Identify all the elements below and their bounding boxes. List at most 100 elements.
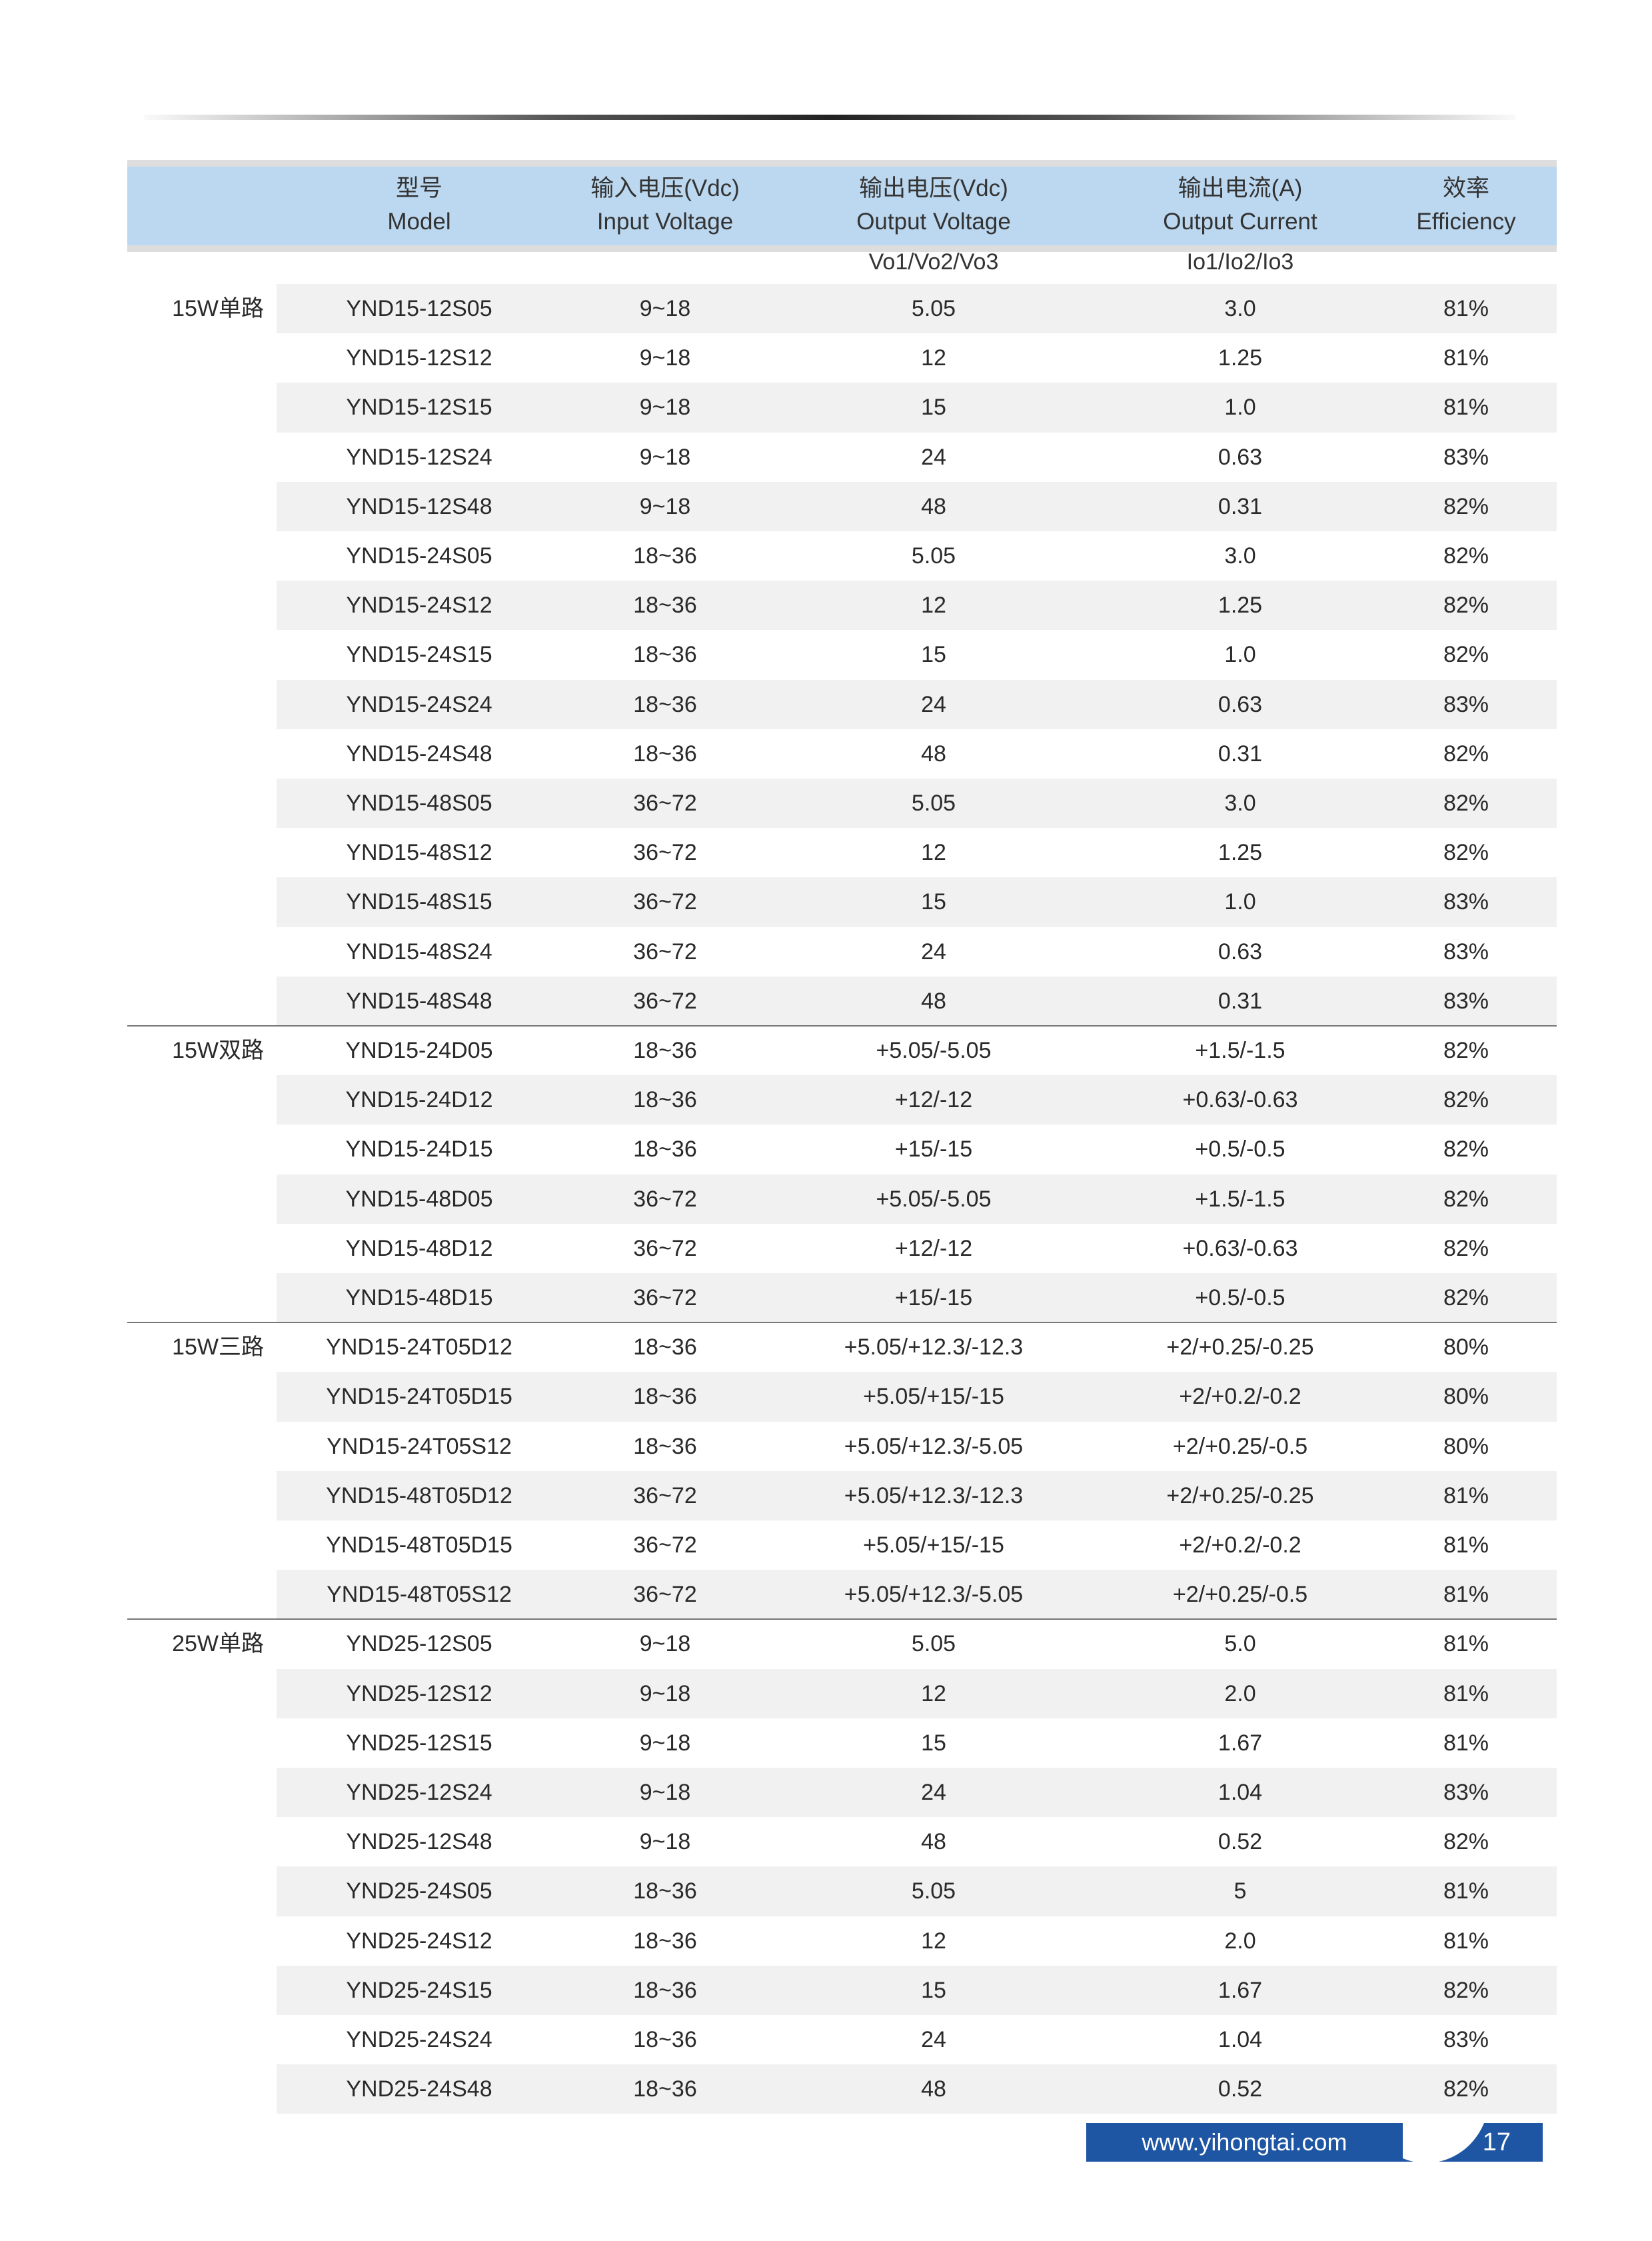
table-row: YND15-24S24 18~36 24 0.63 83% bbox=[127, 679, 1557, 729]
cell-input-voltage: 9~18 bbox=[639, 1680, 691, 1706]
table-row: 15W三路 YND15-24T05D12 18~36 +5.05/+12.3/-12.… bbox=[127, 1322, 1557, 1372]
top-rule bbox=[143, 115, 1516, 120]
cell-efficiency: 81% bbox=[1443, 1928, 1489, 1954]
header-eff-zh: 效率 bbox=[1442, 175, 1489, 201]
cell-input-voltage: 18~36 bbox=[633, 593, 697, 619]
cell-efficiency: 81% bbox=[1443, 1680, 1489, 1706]
cell-model: YND15-12S24 bbox=[346, 444, 492, 470]
cell-output-current: 5 bbox=[1234, 1878, 1247, 1904]
cell-model: YND15-48S15 bbox=[346, 889, 492, 915]
cell-input-voltage: 9~18 bbox=[639, 493, 691, 519]
cell-input-voltage: 9~18 bbox=[639, 1730, 691, 1756]
cell-efficiency: 81% bbox=[1443, 1631, 1489, 1657]
row-background bbox=[277, 1570, 1557, 1620]
header-efficiency: 效率 Efficiency bbox=[1416, 172, 1515, 239]
cell-model: YND15-24T05S12 bbox=[327, 1433, 512, 1459]
cell-efficiency: 82% bbox=[1443, 2076, 1489, 2102]
table-row: YND25-24S24 18~36 24 1.04 83% bbox=[127, 2015, 1557, 2064]
header-output-current: 输出电流(A) Output Current bbox=[1163, 172, 1317, 239]
table-row: YND15-24S12 18~36 12 1.25 82% bbox=[127, 581, 1557, 631]
cell-input-voltage: 18~36 bbox=[633, 2027, 697, 2052]
cell-efficiency: 81% bbox=[1443, 1878, 1489, 1904]
cell-output-current: 0.63 bbox=[1218, 444, 1263, 470]
cell-output-current: +2/+0.25/-0.25 bbox=[1166, 1334, 1314, 1360]
table-header: 型号 Model 输入电压(Vdc) Input Voltage 输出电压(Vdc)… bbox=[127, 160, 1557, 252]
cell-output-current: 0.63 bbox=[1218, 939, 1263, 965]
cell-output-current: 1.25 bbox=[1218, 840, 1263, 866]
cell-output-voltage: +15/-15 bbox=[894, 1136, 973, 1162]
table-row: YND15-24S05 18~36 5.05 3.0 82% bbox=[127, 531, 1557, 581]
cell-output-current: 1.25 bbox=[1218, 593, 1263, 619]
cell-efficiency: 82% bbox=[1443, 1087, 1489, 1113]
cell-model: YND25-24S24 bbox=[346, 2027, 492, 2052]
cell-input-voltage: 9~18 bbox=[639, 444, 691, 470]
cell-output-voltage: 15 bbox=[921, 395, 946, 421]
cell-output-current: +1.5/-1.5 bbox=[1195, 1186, 1285, 1212]
cell-output-voltage: +5.05/+12.3/-12.3 bbox=[844, 1482, 1024, 1508]
table-row: YND15-24D12 18~36 +12/-12 +0.63/-0.63 82% bbox=[127, 1075, 1557, 1125]
cell-efficiency: 81% bbox=[1443, 1582, 1489, 1608]
cell-input-voltage: 18~36 bbox=[633, 741, 697, 767]
table-row: YND25-12S12 9~18 12 2.0 81% bbox=[127, 1668, 1557, 1718]
cell-output-current: 1.25 bbox=[1218, 345, 1263, 371]
cell-output-voltage: 5.05 bbox=[911, 791, 956, 816]
table-row: YND25-12S15 9~18 15 1.67 81% bbox=[127, 1718, 1557, 1768]
cell-output-current: 1.04 bbox=[1218, 2027, 1263, 2052]
cell-input-voltage: 9~18 bbox=[639, 1631, 691, 1657]
website-link[interactable]: www.yihongtai.com bbox=[1086, 2123, 1403, 2162]
header-model: 型号 Model bbox=[387, 172, 450, 239]
table-row: YND15-12S15 9~18 15 1.0 81% bbox=[127, 383, 1557, 433]
cell-output-voltage: +5.05/+15/-15 bbox=[863, 1384, 1004, 1410]
cell-input-voltage: 18~36 bbox=[633, 2076, 697, 2102]
cell-output-current: 0.52 bbox=[1218, 1829, 1263, 1855]
table-row: YND25-24S15 18~36 15 1.67 82% bbox=[127, 1965, 1557, 2015]
cell-output-voltage: +12/-12 bbox=[894, 1087, 973, 1113]
cell-input-voltage: 18~36 bbox=[633, 1433, 697, 1459]
cell-efficiency: 83% bbox=[1443, 988, 1489, 1014]
row-background bbox=[277, 1372, 1557, 1422]
cell-output-voltage: +5.05/-5.05 bbox=[876, 1038, 992, 1063]
cell-output-current: +0.63/-0.63 bbox=[1182, 1235, 1298, 1261]
cell-input-voltage: 36~72 bbox=[633, 840, 697, 866]
cell-efficiency: 82% bbox=[1443, 543, 1489, 569]
cell-input-voltage: 9~18 bbox=[639, 296, 691, 321]
cell-output-voltage: 15 bbox=[921, 1977, 946, 2003]
group-label: 15W单路 bbox=[172, 296, 264, 321]
cell-model: YND15-24S15 bbox=[346, 642, 492, 668]
cell-output-voltage: +12/-12 bbox=[894, 1235, 973, 1261]
row-background bbox=[277, 383, 1557, 433]
cell-model: YND15-48S12 bbox=[346, 840, 492, 866]
cell-efficiency: 82% bbox=[1443, 642, 1489, 668]
cell-output-current: 1.67 bbox=[1218, 1977, 1263, 2003]
header-input-voltage: 输入电压(Vdc) Input Voltage bbox=[590, 172, 740, 239]
cell-model: YND25-24S12 bbox=[346, 1928, 492, 1954]
cell-efficiency: 82% bbox=[1443, 1038, 1489, 1063]
cell-model: YND15-48D15 bbox=[345, 1285, 493, 1310]
row-background bbox=[277, 1768, 1557, 1818]
cell-output-voltage: 24 bbox=[921, 444, 946, 470]
table-row: YND15-48T05D15 36~72 +5.05/+15/-15 +2/+0.2/… bbox=[127, 1520, 1557, 1570]
table-row: YND15-24D15 18~36 +15/-15 +0.5/-0.5 82% bbox=[127, 1124, 1557, 1174]
cell-model: YND15-12S48 bbox=[346, 493, 492, 519]
cell-output-voltage: 12 bbox=[921, 1928, 946, 1954]
cell-efficiency: 82% bbox=[1443, 1186, 1489, 1212]
cell-input-voltage: 18~36 bbox=[633, 642, 697, 668]
cell-efficiency: 81% bbox=[1443, 1730, 1489, 1756]
cell-output-current: 0.31 bbox=[1218, 493, 1263, 519]
cell-input-voltage: 18~36 bbox=[633, 1334, 697, 1360]
cell-efficiency: 83% bbox=[1443, 444, 1489, 470]
cell-efficiency: 82% bbox=[1443, 1136, 1489, 1162]
cell-model: YND15-24D12 bbox=[345, 1087, 493, 1113]
cell-input-voltage: 9~18 bbox=[639, 345, 691, 371]
table-row: YND25-24S12 18~36 12 2.0 81% bbox=[127, 1916, 1557, 1966]
cell-output-voltage: +15/-15 bbox=[894, 1285, 973, 1310]
cell-output-current: +0.5/-0.5 bbox=[1195, 1285, 1285, 1310]
header-eff-en: Efficiency bbox=[1416, 209, 1516, 235]
cell-model: YND25-12S05 bbox=[346, 1631, 492, 1657]
cell-efficiency: 82% bbox=[1443, 593, 1489, 619]
cell-model: YND15-24S12 bbox=[346, 593, 492, 619]
cell-input-voltage: 18~36 bbox=[633, 1087, 697, 1113]
table-row: YND25-24S48 18~36 48 0.52 82% bbox=[127, 2064, 1557, 2114]
cell-model: YND15-12S12 bbox=[346, 345, 492, 371]
row-background bbox=[277, 581, 1557, 631]
